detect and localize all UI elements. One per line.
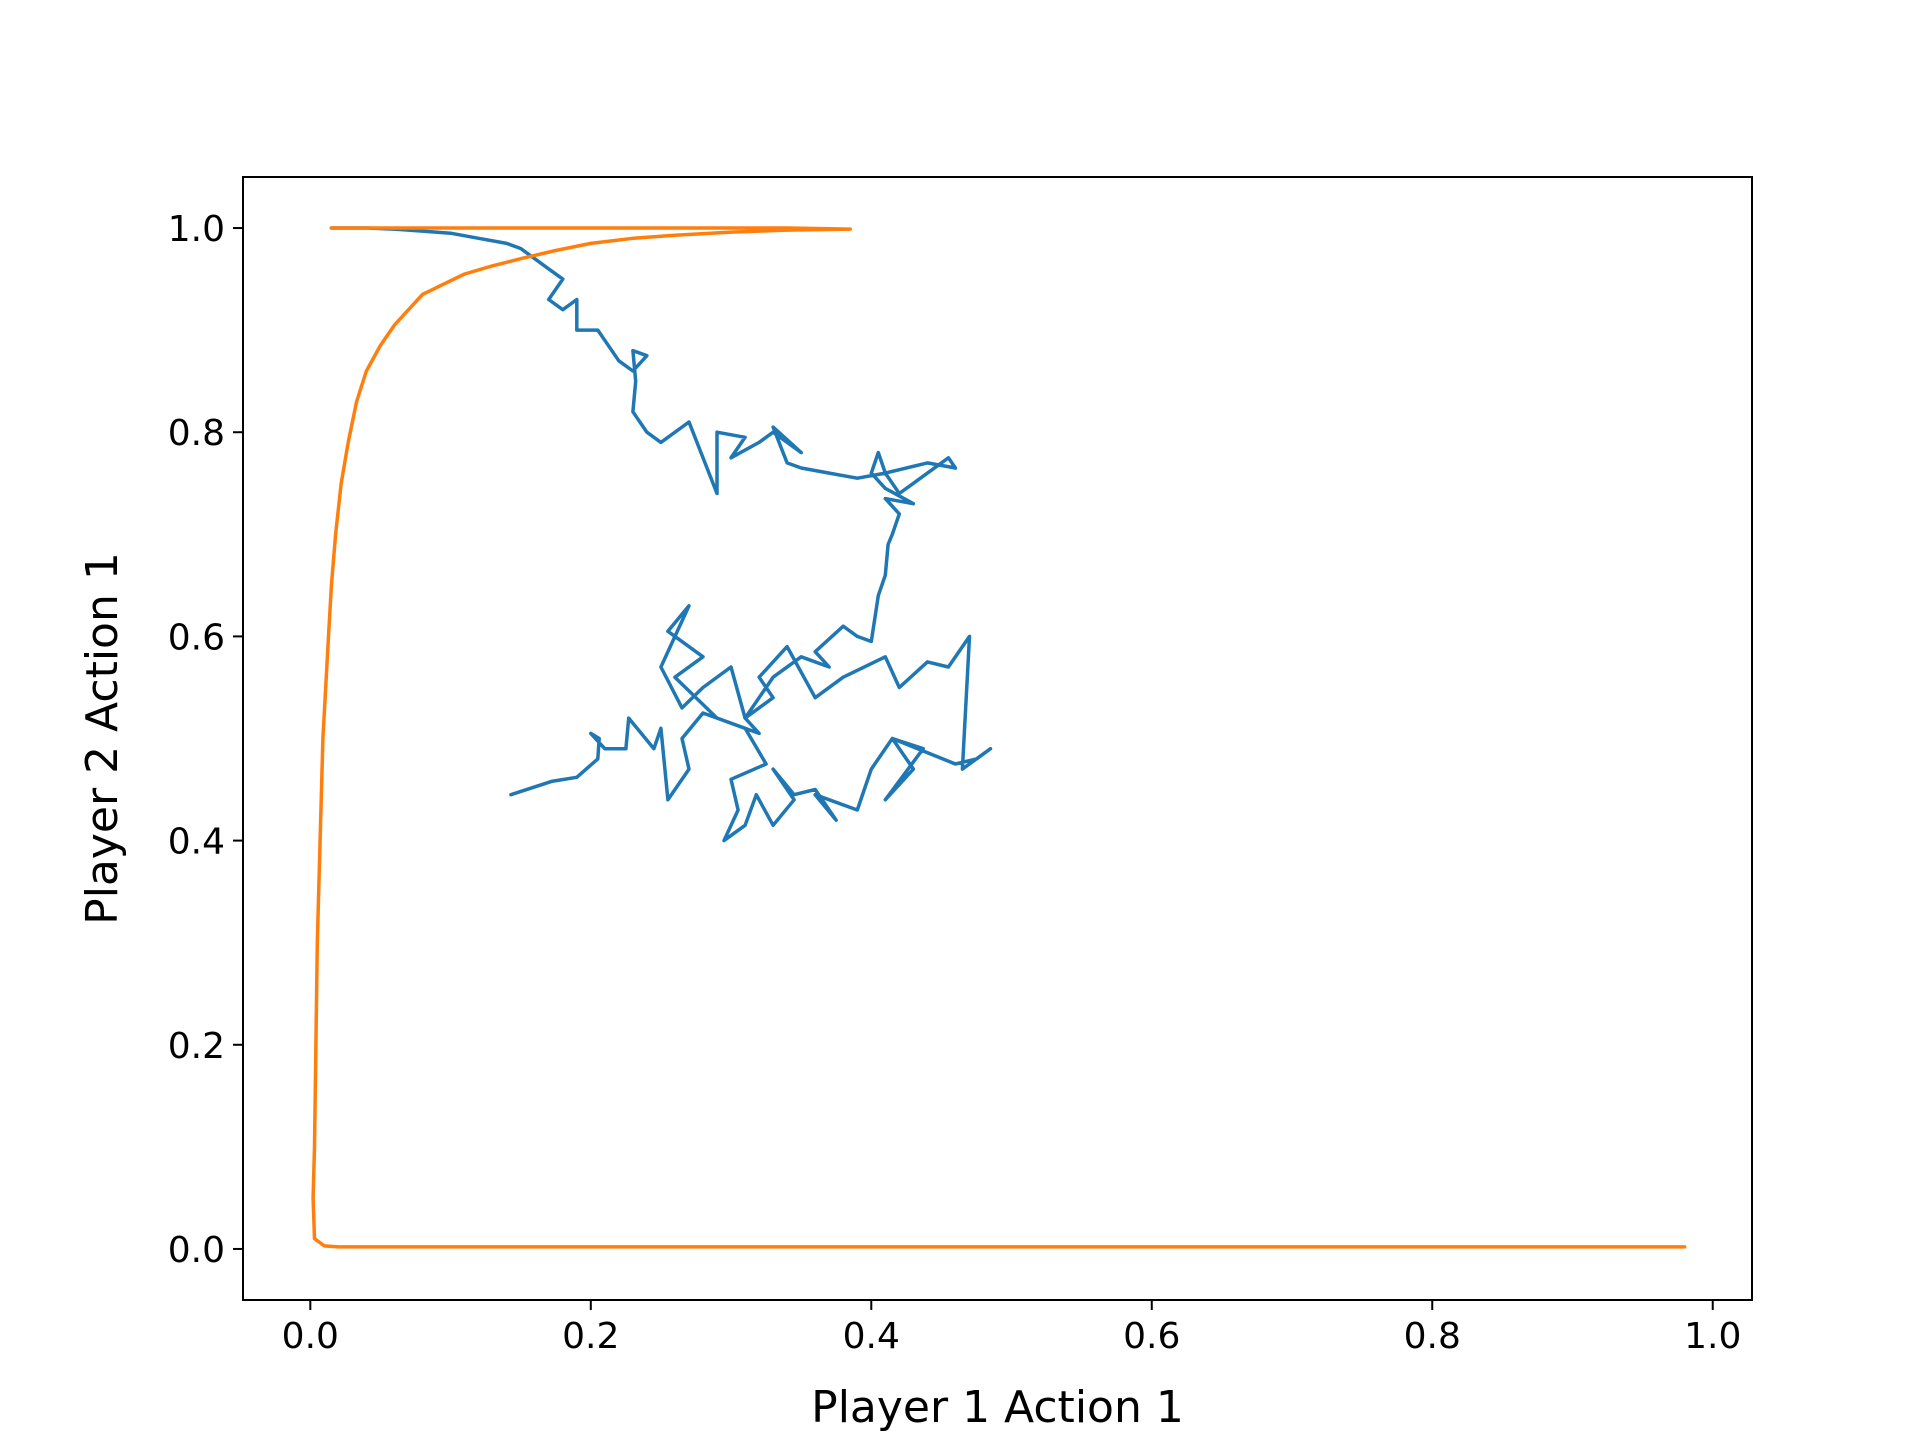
y-tick-label: 0.8: [168, 413, 225, 454]
x-axis-ticks: 0.0 0.2 0.4 0.6 0.8 1.0: [282, 1300, 1741, 1357]
y-axis-label: Player 2 Action 1: [77, 552, 128, 925]
series-layer: [311, 226, 1687, 1249]
y-tick-label: 0.4: [168, 822, 225, 863]
x-tick-label: 0.2: [562, 1316, 619, 1357]
x-tick-label: 0.0: [282, 1316, 339, 1357]
y-tick-label: 0.6: [168, 617, 225, 658]
y-tick-label: 0.0: [168, 1230, 225, 1271]
x-axis-label: Player 1 Action 1: [811, 1382, 1184, 1433]
x-tick-label: 1.0: [1684, 1316, 1741, 1357]
plot-frame: [242, 176, 1753, 1301]
x-tick-label: 0.4: [843, 1316, 900, 1357]
x-tick-label: 0.8: [1404, 1316, 1461, 1357]
series-line-1: [329, 226, 993, 843]
series-line-2: [311, 226, 1687, 1249]
y-tick-label: 0.2: [168, 1026, 225, 1067]
x-tick-label: 0.6: [1123, 1316, 1180, 1357]
y-tick-label: 1.0: [168, 209, 225, 250]
y-axis-ticks: 0.0 0.2 0.4 0.6 0.8 1.0: [168, 209, 243, 1271]
